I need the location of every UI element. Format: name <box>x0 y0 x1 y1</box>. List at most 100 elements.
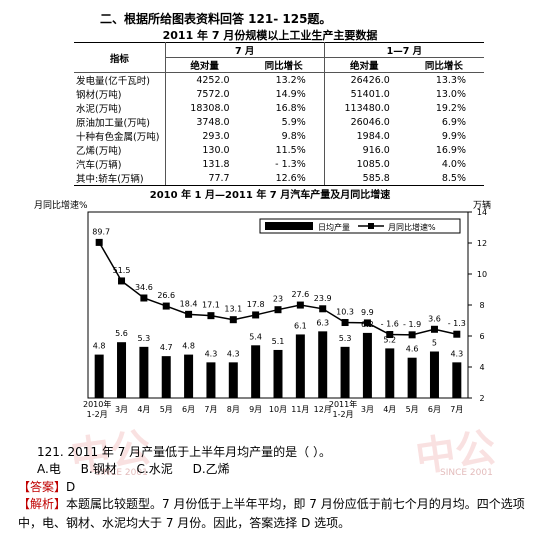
bar-label: 6.1 <box>294 321 307 330</box>
right-axis-label: 万辆 <box>473 199 491 211</box>
table-row: 原油加工量(万吨) 3748.0 5.9% 26046.0 6.9% <box>74 115 484 129</box>
bar <box>94 354 104 398</box>
line-label: 34.6 <box>135 283 153 292</box>
bar-label: 4.8 <box>93 342 106 351</box>
bar <box>295 334 305 398</box>
line-point <box>274 306 282 314</box>
table-title: 2011 年 7 月份规模以上工业生产主要数据 <box>162 29 378 42</box>
line-point <box>207 312 215 320</box>
x-tick-label: 2011年 <box>329 399 357 409</box>
bar-label: 5.2 <box>383 335 396 344</box>
x-tick-label: 5月 <box>160 405 173 414</box>
line-label: - 1.3 <box>448 319 466 328</box>
sub-abs: 绝对量 <box>324 57 404 73</box>
question-text: 121. 2011 年 7 月产量低于上半年月均产量的是（ ）。 <box>37 445 331 459</box>
cum-growth: 13.3% <box>435 74 466 86</box>
bar-label: 6.3 <box>316 318 329 327</box>
line-label: 18.4 <box>180 299 198 308</box>
line-label: 26.6 <box>157 291 175 300</box>
bar-label: 5 <box>432 339 437 348</box>
table-row: 其中:轿车(万辆) 77.7 12.6% 585.8 8.5% <box>74 171 484 186</box>
bar-label: 4.7 <box>160 343 173 352</box>
group-july: 7 月 <box>165 42 325 58</box>
line-point <box>252 311 260 319</box>
line-label: 10.3 <box>336 308 354 317</box>
legend-bar-swatch <box>265 222 313 230</box>
july-abs: 77.7 <box>165 171 244 186</box>
x-tick-label: 2010年 <box>83 399 111 409</box>
bar-label: 5.3 <box>339 334 352 343</box>
bar-label: 4.3 <box>450 349 463 358</box>
x-tick-label: 9月 <box>249 405 262 414</box>
july-abs: 130.0 <box>202 144 230 156</box>
table-row: 水泥(万吨) 18308.0 16.8% 113480.0 19.2% <box>74 101 484 115</box>
x-tick-label: 8月 <box>227 405 240 414</box>
line-point <box>296 301 304 309</box>
cum-growth: 19.2% <box>435 102 466 114</box>
cum-growth: 4.0% <box>441 158 466 170</box>
option-c[interactable]: C.水泥 <box>136 462 173 476</box>
line-point <box>140 294 148 302</box>
cum-abs: 916.0 <box>362 144 390 156</box>
cum-abs: 26046.0 <box>350 116 390 128</box>
bar <box>362 332 372 398</box>
line-label: 9.9 <box>361 308 374 317</box>
july-abs: 3748.0 <box>196 116 230 128</box>
cum-abs: 51401.0 <box>350 88 390 100</box>
line-point <box>95 238 103 246</box>
sub-abs: 绝对量 <box>165 57 244 73</box>
option-b[interactable]: B.钢材 <box>80 462 117 476</box>
bar-label: 4.8 <box>182 342 195 351</box>
cum-growth: 6.9% <box>441 116 466 128</box>
option-d[interactable]: D.乙烯 <box>192 462 230 476</box>
section-title: 二、根据所给图表资料回答 121- 125题。 <box>100 12 332 26</box>
bar-label: 5.3 <box>138 334 151 343</box>
explanation-text: 本题属比较题型。7 月份低于上半年平均，即 7 月份应低于前七个月的月均。四个选… <box>18 497 525 530</box>
row-name: 十种有色金属(万吨) <box>74 129 166 143</box>
line-label: 23 <box>273 295 283 304</box>
bar <box>340 346 350 398</box>
line-point <box>319 305 327 313</box>
explanation: 【解析】本题属比较题型。7 月份低于上半年平均，即 7 月份应低于前七个月的月均… <box>18 495 533 533</box>
x-tick-label: 11月 <box>291 405 309 414</box>
bar-label: 4.3 <box>227 349 240 358</box>
sub-growth: 同比增长 <box>403 57 484 73</box>
cum-abs: 1984.0 <box>356 130 390 142</box>
row-name: 其中:轿车(万辆) <box>74 171 166 186</box>
july-growth: 12.6% <box>243 171 325 186</box>
cum-abs: 1085.0 <box>356 158 390 170</box>
option-a[interactable]: A.电 <box>37 462 61 476</box>
line-label: - 1.9 <box>403 320 421 329</box>
line-point <box>341 319 349 327</box>
line-label: 13.1 <box>224 305 242 314</box>
bar <box>429 351 439 398</box>
line-point <box>386 331 394 339</box>
answer-value: D <box>66 480 76 494</box>
july-growth: 14.9% <box>243 87 325 101</box>
group-jan-jul: 1—7 月 <box>324 42 484 58</box>
row-name: 钢材(万吨) <box>74 87 166 101</box>
cum-growth: 8.5% <box>403 171 484 186</box>
table-row: 钢材(万吨) 7572.0 14.9% 51401.0 13.0% <box>74 87 484 101</box>
line-point <box>363 319 371 327</box>
july-abs: 4252.0 <box>196 74 230 86</box>
july-growth: 16.8% <box>243 101 325 115</box>
july-growth: 11.5% <box>243 143 325 157</box>
july-growth: 13.2% <box>243 72 325 87</box>
x-tick-label: 4月 <box>383 405 396 414</box>
july-abs: 18308.0 <box>190 102 230 114</box>
july-growth: 9.8% <box>243 129 325 143</box>
sub-growth: 同比增长 <box>243 57 325 73</box>
row-name: 水泥(万吨) <box>74 101 166 115</box>
x-tick-label: 3月 <box>115 405 128 414</box>
bar <box>206 362 216 398</box>
line-point <box>229 316 237 324</box>
table-row: 十种有色金属(万吨) 293.0 9.8% 1984.0 9.9% <box>74 129 484 143</box>
right-tick-label: 6 <box>479 332 484 341</box>
right-tick-label: 8 <box>479 301 484 310</box>
cum-growth: 9.9% <box>441 130 466 142</box>
chart-title: 2010 年 1 月—2011 年 7 月汽车产量及月同比增速 <box>149 190 391 201</box>
right-tick-label: 12 <box>477 239 487 248</box>
left-axis-label: 月同比增速% <box>34 199 88 211</box>
